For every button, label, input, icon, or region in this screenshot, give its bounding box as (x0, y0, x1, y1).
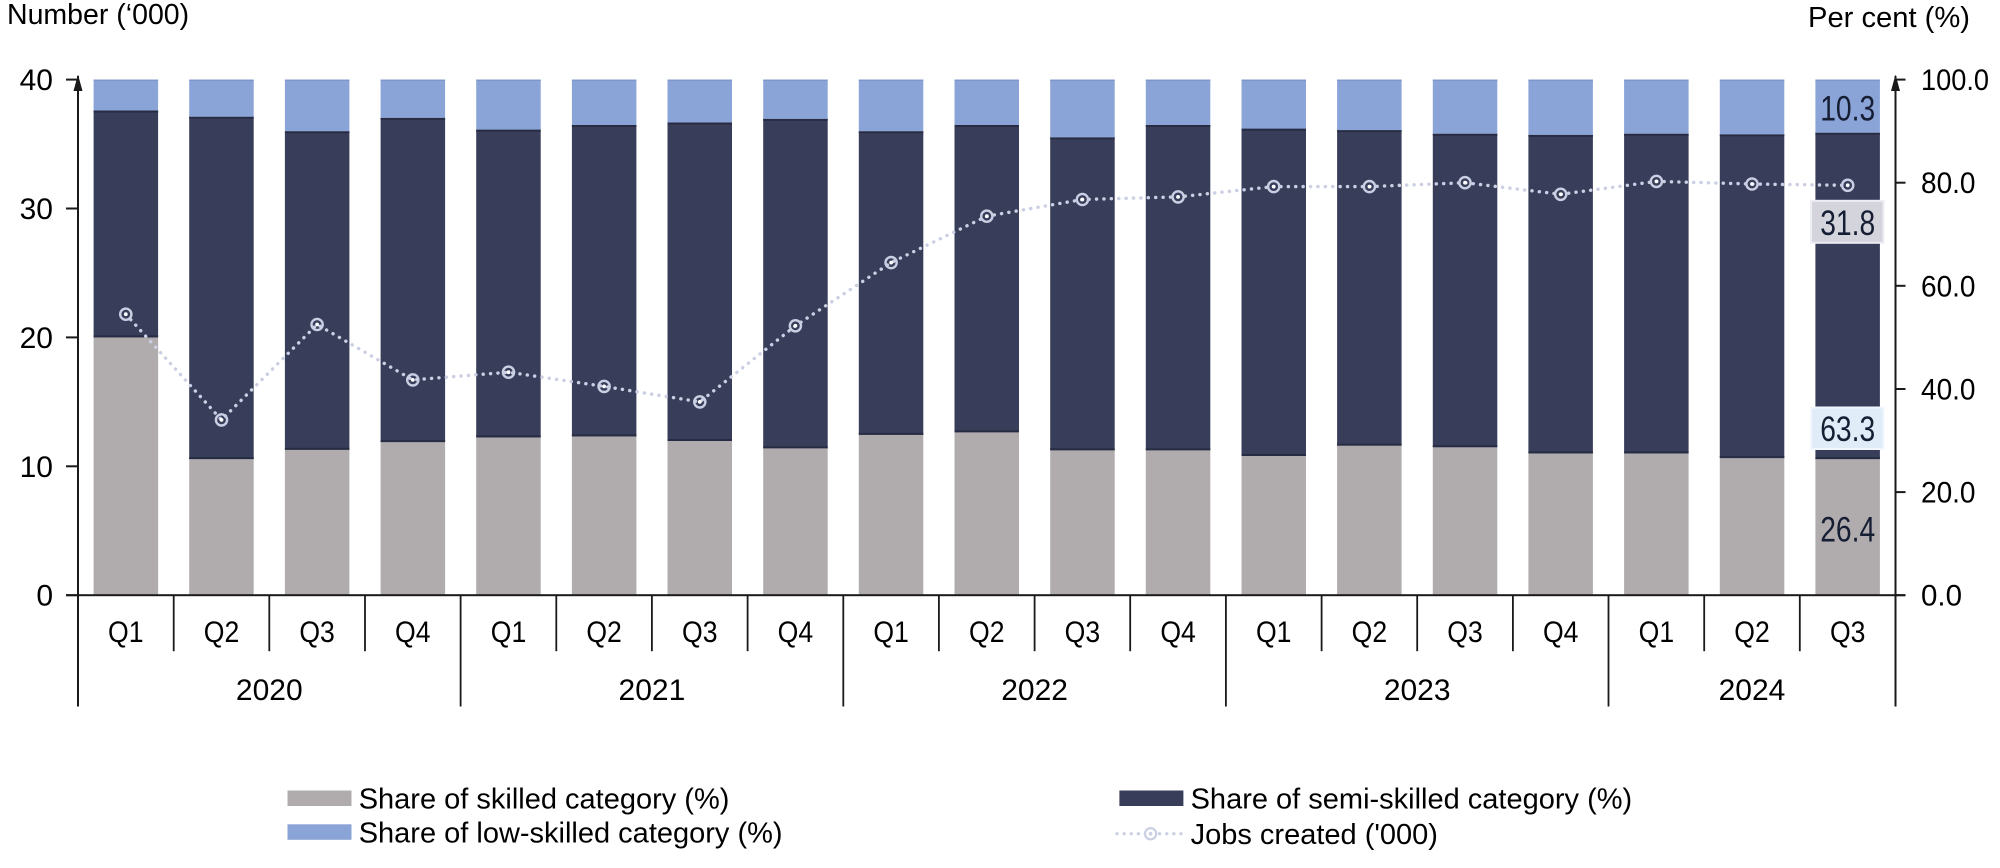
svg-text:2024: 2024 (1719, 674, 1786, 707)
svg-text:Q1: Q1 (108, 616, 144, 649)
svg-text:40.0: 40.0 (1921, 374, 1976, 407)
svg-text:63.3: 63.3 (1820, 410, 1875, 449)
svg-text:0.0: 0.0 (1921, 580, 1962, 613)
svg-text:Q4: Q4 (395, 616, 431, 649)
svg-text:Q3: Q3 (1065, 616, 1101, 649)
svg-text:Q1: Q1 (1639, 616, 1675, 649)
svg-text:Per cent (%): Per cent (%) (1808, 2, 1970, 34)
svg-text:20.0: 20.0 (1921, 477, 1976, 510)
svg-text:10.3: 10.3 (1820, 90, 1875, 129)
svg-text:Q1: Q1 (491, 616, 527, 649)
svg-text:Q3: Q3 (1830, 616, 1866, 649)
svg-text:Q2: Q2 (1734, 616, 1770, 649)
svg-text:31.8: 31.8 (1820, 204, 1875, 243)
svg-text:Share of skilled category (%): Share of skilled category (%) (359, 784, 730, 816)
svg-text:20: 20 (20, 322, 53, 355)
svg-text:30: 30 (20, 193, 53, 226)
svg-text:Q4: Q4 (778, 616, 814, 649)
svg-text:Share of low-skilled category: Share of low-skilled category (%) (359, 817, 783, 849)
svg-text:100.0: 100.0 (1921, 64, 1989, 97)
svg-text:0: 0 (36, 580, 53, 613)
svg-text:2021: 2021 (619, 674, 686, 707)
svg-text:Q1: Q1 (1256, 616, 1292, 649)
svg-text:Q4: Q4 (1160, 616, 1196, 649)
svg-text:Q4: Q4 (1543, 616, 1579, 649)
svg-text:40: 40 (20, 64, 53, 97)
svg-text:Q2: Q2 (1352, 616, 1388, 649)
svg-text:Share of semi-skilled category: Share of semi-skilled category (%) (1191, 784, 1633, 816)
svg-text:Q3: Q3 (682, 616, 718, 649)
svg-text:Q1: Q1 (873, 616, 909, 649)
svg-text:80.0: 80.0 (1921, 167, 1976, 200)
svg-text:Q2: Q2 (586, 616, 622, 649)
svg-text:Q2: Q2 (204, 616, 240, 649)
svg-text:26.4: 26.4 (1820, 511, 1875, 550)
svg-text:Q3: Q3 (1447, 616, 1483, 649)
svg-text:2020: 2020 (236, 674, 303, 707)
svg-text:Q2: Q2 (969, 616, 1005, 649)
svg-text:60.0: 60.0 (1921, 270, 1976, 303)
svg-text:2022: 2022 (1001, 674, 1068, 707)
svg-text:2023: 2023 (1384, 674, 1451, 707)
svg-text:Jobs created ('000): Jobs created ('000) (1191, 819, 1438, 851)
svg-text:Q3: Q3 (299, 616, 335, 649)
svg-text:Number (‘000): Number (‘000) (7, 0, 189, 31)
svg-text:10: 10 (20, 451, 53, 484)
